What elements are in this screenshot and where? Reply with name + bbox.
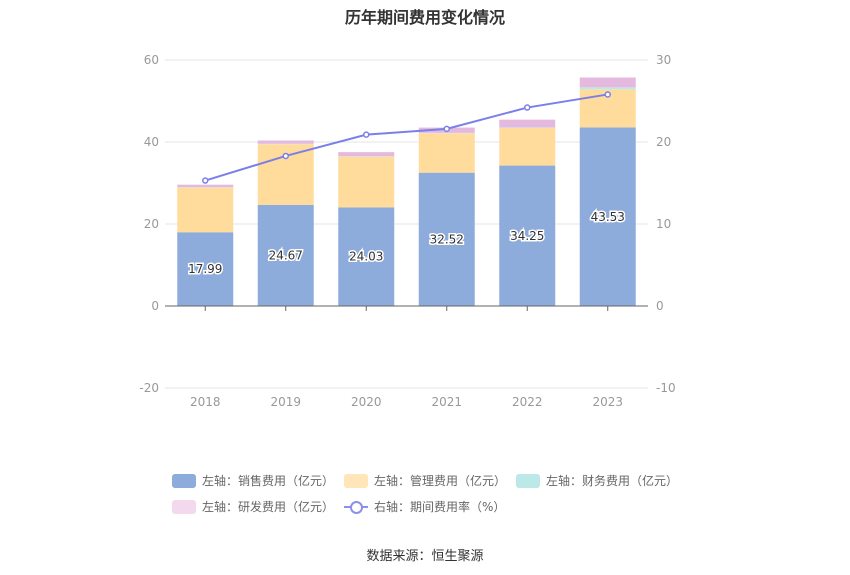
- line-point: [202, 177, 209, 184]
- y-right-tick-label: 20: [656, 135, 671, 149]
- bar-segment: [579, 127, 636, 306]
- bar-segment: [499, 165, 556, 306]
- bar-segment: [177, 184, 234, 188]
- legend-label-admin: 左轴：管理费用（亿元）: [374, 474, 507, 488]
- x-tick-label: 2019: [270, 395, 301, 409]
- bar-segment: [338, 207, 395, 306]
- legend-item-finance[interactable]: 左轴：财务费用（亿元）: [516, 472, 678, 489]
- bar-segment: [499, 119, 556, 128]
- legend-label-finance: 左轴：财务费用（亿元）: [546, 474, 679, 488]
- bar-segment: [338, 156, 395, 208]
- legend-swatch-finance: [516, 473, 540, 488]
- legend-item-admin[interactable]: 左轴：管理费用（亿元）: [344, 472, 506, 489]
- bar-segment: [499, 127, 556, 166]
- x-tick-label: 2018: [190, 395, 221, 409]
- data-source: 数据来源：恒生聚源: [366, 549, 484, 564]
- chart-title: 历年期间费用变化情况: [344, 8, 505, 27]
- x-tick-label: 2022: [512, 395, 543, 409]
- y-left-tick-label: 0: [151, 299, 159, 313]
- grid-lines: [165, 59, 648, 389]
- y-right-tick-label: 0: [656, 299, 664, 313]
- line-point: [604, 91, 611, 98]
- y-right-tick-label: -10: [656, 381, 676, 395]
- legend-item-sales[interactable]: 左轴：销售费用（亿元）: [172, 472, 334, 489]
- bar-value-label: 24.67: [269, 248, 303, 262]
- axes: -20 0 20 40 60 -10 0 10 20 30 2018 2019 2020 2021 2022…: [139, 53, 675, 409]
- bar-value-label: 17.99: [188, 262, 222, 276]
- x-tick-label: 2021: [431, 395, 462, 409]
- data-labels: 17.99 24.67 24.03 32.52 34.25 43.53: [187, 208, 627, 277]
- legend-swatch-rnd: [172, 499, 196, 514]
- line-point: [282, 152, 289, 160]
- x-tick-label: 2023: [592, 395, 623, 409]
- bar-segment: [338, 152, 395, 157]
- line-series: [202, 91, 611, 184]
- y-left-tick-label: 20: [144, 217, 159, 231]
- bar-segment: [257, 140, 314, 144]
- bar-segment: [177, 232, 234, 306]
- bar-segment: [418, 172, 475, 306]
- legend-item-expense-ratio[interactable]: 右轴：期间费用率（%）: [344, 498, 505, 515]
- x-tick-label: 2020: [351, 395, 382, 409]
- bar-value-label: 24.03: [349, 250, 383, 264]
- legend-label-sales: 左轴：销售费用（亿元）: [202, 474, 335, 488]
- legend-swatch-sales: [172, 473, 196, 488]
- bar-value-label: 34.25: [510, 229, 544, 243]
- legend-line-icon: [344, 500, 368, 514]
- bar-segment: [177, 187, 234, 233]
- line-point: [363, 131, 370, 138]
- y-left-tick-label: 60: [144, 53, 159, 67]
- y-left-tick-label: -20: [139, 381, 159, 395]
- y-left-tick-label: 40: [144, 135, 159, 149]
- expense-ratio-line: [204, 93, 608, 182]
- bar-segment: [579, 77, 636, 88]
- bar-segment: [418, 133, 475, 173]
- bar-series: [177, 77, 636, 306]
- bar-segment: [257, 204, 314, 306]
- bar-segment: [579, 87, 636, 90]
- legend-label-expense-ratio: 右轴：期间费用率（%）: [374, 500, 506, 514]
- y-right-tick-label: 30: [656, 53, 671, 67]
- line-point: [443, 125, 450, 133]
- line-point: [524, 104, 531, 111]
- bar-value-label: 32.52: [430, 232, 464, 246]
- legend-label-rnd: 左轴：研发费用（亿元）: [202, 500, 335, 514]
- bar-value-label: 43.53: [591, 210, 625, 224]
- legend-item-rnd[interactable]: 左轴：研发费用（亿元）: [172, 498, 334, 515]
- y-right-tick-label: 10: [656, 217, 671, 231]
- legend-swatch-admin: [344, 473, 368, 488]
